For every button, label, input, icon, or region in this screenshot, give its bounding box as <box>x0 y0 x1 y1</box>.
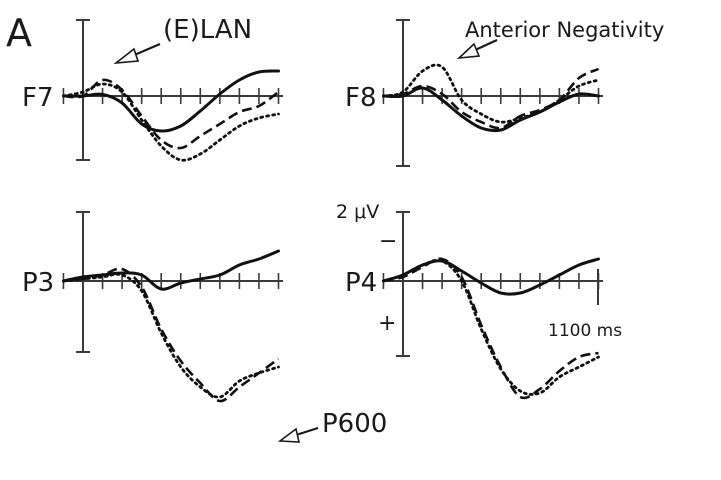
time-label: 1100 ms <box>548 321 622 341</box>
electrode-label: F7 <box>22 83 54 113</box>
erp-series-dashed <box>383 67 600 130</box>
calibration-labels: 2 μV − + 1100 ms <box>336 201 622 341</box>
negative-up-label: − <box>379 229 397 254</box>
erp-series-dotted <box>62 272 280 399</box>
panel-f8: F8 <box>345 19 603 167</box>
erp-series-dashed <box>63 78 280 150</box>
panel-p3: P3 <box>22 211 283 403</box>
erp-series-layer <box>381 257 600 400</box>
erp-series-dashed <box>63 267 280 403</box>
annotation-anterior-negativity: Anterior Negativity <box>456 18 664 60</box>
erp-series-layer <box>62 249 280 403</box>
arrow-head-icon <box>456 42 481 60</box>
electrode-label: P4 <box>345 268 377 298</box>
erp-series-dotted <box>382 258 600 396</box>
annotation-label: Anterior Negativity <box>465 18 664 42</box>
erp-series-layer <box>381 63 600 133</box>
annotation-p600: P600 <box>277 409 387 443</box>
panel-p4: P4 <box>345 211 603 400</box>
erp-series-layer <box>62 69 280 162</box>
erp-series-solid <box>62 249 280 291</box>
annotation-label: (E)LAN <box>163 15 252 45</box>
erp-series-solid <box>62 69 280 133</box>
erp-series-solid <box>381 86 600 133</box>
erp-series-dotted <box>62 82 280 162</box>
arrow-line <box>295 426 319 437</box>
electrode-label: F8 <box>345 83 377 113</box>
erp-series-dashed <box>383 257 599 400</box>
erp-series-solid <box>381 257 600 296</box>
annotation-label: P600 <box>322 409 387 439</box>
erp-series-dotted <box>382 63 600 124</box>
arrow-head-icon <box>277 427 301 443</box>
arrow-head-icon <box>113 47 140 65</box>
electrode-label: P3 <box>22 268 54 298</box>
panel-f7: F7 <box>22 19 283 162</box>
annotation-elan: (E)LAN <box>113 15 252 65</box>
positive-down-label: + <box>378 311 396 336</box>
arrow-line <box>131 42 161 58</box>
panel-letter: A <box>6 11 32 55</box>
amplitude-label: 2 μV <box>336 201 379 223</box>
